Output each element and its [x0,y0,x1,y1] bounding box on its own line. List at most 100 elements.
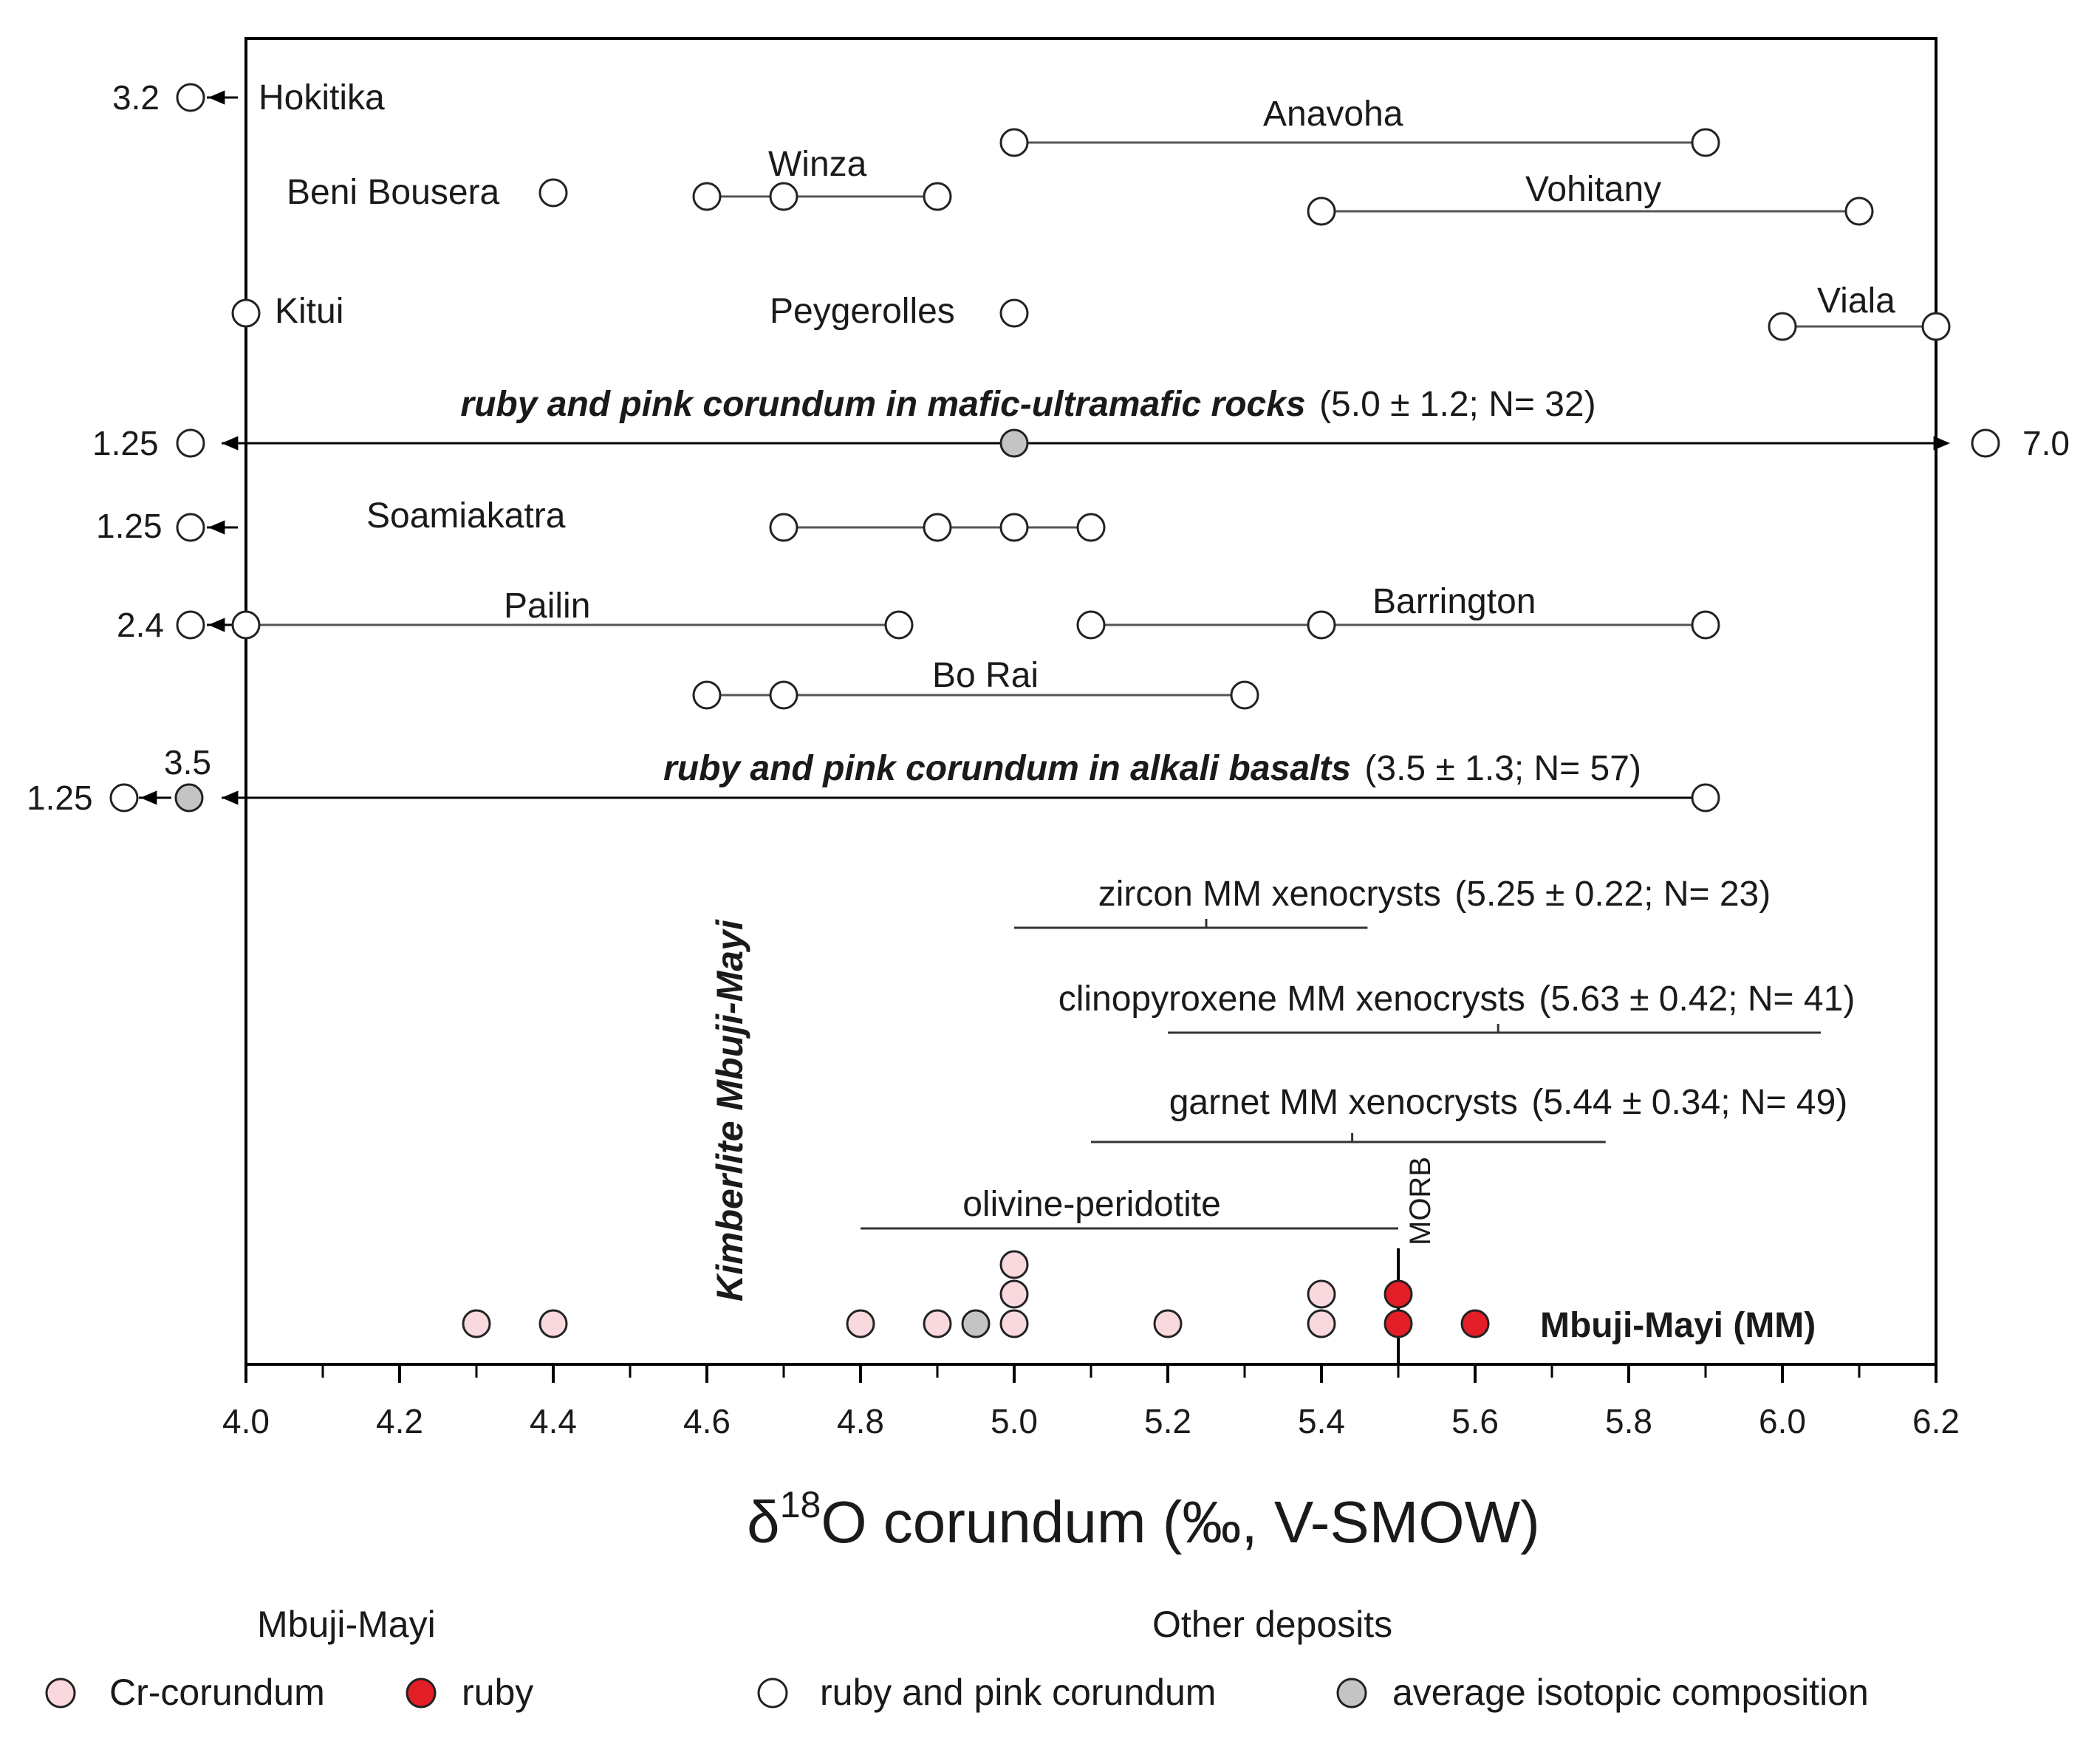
alkali-max-point [1691,783,1720,813]
point-kitui-0 [231,298,261,328]
mm-cr-corundum-5 [999,1279,1029,1309]
garnet-label: garnet MM xenocrysts (5.44 ± 0.34; N= 49… [1169,1083,1848,1122]
mafic-min-point [176,428,205,458]
point-anavoha-0 [999,128,1029,157]
mm-cr-corundum-3 [923,1309,952,1338]
deposit-label-beni-bousera: Beni Bousera [287,173,499,212]
point-anavoha-1 [1691,128,1720,157]
legend-ruby-text: ruby [462,1672,533,1713]
legend: Mbuji-Mayi Cr-corundum ruby Other deposi… [45,1604,1869,1713]
point-pailin-1 [884,610,914,640]
offscale-label-pailin: 2.4 [117,606,164,644]
mm-ruby-1 [1384,1279,1413,1309]
point-hokitika-offscale [176,83,205,112]
deposit-label-vohitany: Vohitany [1525,170,1661,209]
deposit-label-peygerolles: Peygerolles [770,292,955,331]
mm-cr-corundum-4 [999,1309,1029,1338]
point-bo-rai-2 [1230,680,1259,710]
x-tick-label-2: 4.4 [530,1402,577,1440]
offscale-label-soamiakatra: 1.25 [96,507,163,545]
alkali-min-point [109,783,139,813]
alkali-group-name: ruby and pink corundum in alkali basalts [663,749,1351,788]
x-tick-label-10: 6.0 [1759,1402,1806,1440]
mm-cr-corundum-2 [846,1309,875,1338]
point-soamiakatra-offscale [176,513,205,542]
point-viala-0 [1768,312,1797,341]
legend-open-text: ruby and pink corundum [820,1672,1216,1713]
garnet-stats: (5.44 ± 0.34; N= 49) [1531,1083,1847,1122]
x-tick-label-9: 5.8 [1605,1402,1652,1440]
point-winza-1 [769,182,798,211]
legend-cr-corundum-marker [45,1678,76,1709]
alkali-arrow-left [222,790,239,805]
offscale-label-hokitika: 3.2 [112,78,160,117]
deposit-label-viala: Viala [1817,281,1895,321]
point-pailin-0 [231,610,261,640]
x-axis-title-superscript: 18 [780,1484,821,1525]
point-soamiakatra-1 [923,513,952,542]
legend-open-marker [757,1678,788,1709]
plot-frame [244,37,1937,1366]
deposit-label-anavoha: Anavoha [1263,95,1403,134]
legend-cr-corundum-text: Cr-corundum [109,1672,325,1713]
mafic-group-stats: (5.0 ± 1.2; N= 32) [1319,385,1596,424]
mafic-group-label: ruby and pink corundum in mafic-ultramaf… [460,385,1595,424]
zircon-label: zircon MM xenocrysts (5.25 ± 0.22; N= 23… [1098,875,1771,914]
mm-cr-corundum-8 [1307,1309,1336,1338]
mafic-max-point [1971,428,2000,458]
mm-cr-corundum-6 [999,1250,1029,1279]
point-vohitany-1 [1844,196,1874,226]
mafic-mean-point [999,428,1029,458]
x-tick-label-0: 4.0 [222,1402,270,1440]
point-barrington-1 [1307,610,1336,640]
legend-average-marker [1336,1678,1367,1709]
kimberlite-label: Kimberlite Mbuji-Mayi [709,919,750,1302]
zircon-name: zircon MM xenocrysts [1098,875,1441,914]
clinopyroxene-name: clinopyroxene MM xenocrysts [1058,979,1525,1019]
clinopyroxene-label: clinopyroxene MM xenocrysts (5.63 ± 0.42… [1058,979,1856,1019]
alkali-offscale-arrow [140,790,157,805]
x-tick-label-6: 5.2 [1144,1402,1191,1440]
point-pailin-offscale [176,610,205,640]
point-bo-rai-1 [769,680,798,710]
mm-cr-corundum-0 [462,1309,491,1338]
point-bo-rai-0 [692,680,722,710]
clinopyroxene-stats: (5.63 ± 0.42; N= 41) [1539,979,1855,1019]
alkali-mean-point [174,783,204,813]
mafic-arrow-left [222,436,239,451]
point-peygerolles-0 [999,298,1029,328]
zircon-stats: (5.25 ± 0.22; N= 23) [1454,875,1771,914]
x-axis-title-rest: O corundum (‰, V-SMOW) [821,1489,1539,1555]
offscale-arrow-hokitika [208,90,225,105]
deposit-label-pailin: Pailin [504,587,590,626]
legend-ruby-marker [406,1678,437,1709]
legend-average-text: average isotopic composition [1392,1672,1869,1713]
x-tick-label-3: 4.6 [683,1402,731,1440]
deposit-label-hokitika: Hokitika [259,78,385,117]
point-barrington-2 [1691,610,1720,640]
legend-other-title: Other deposits [1152,1604,1392,1645]
offscale-label-alkali-min: 1.25 [27,779,93,817]
point-beni-bousera-0 [538,178,568,208]
morb-label: MORB [1404,1157,1437,1245]
deposit-label-bo-rai: Bo Rai [932,656,1039,695]
point-barrington-0 [1076,610,1106,640]
point-winza-0 [692,182,722,211]
x-tick-label-8: 5.6 [1451,1402,1499,1440]
deposit-label-soamiakatra: Soamiakatra [366,496,566,536]
legend-mm-title: Mbuji-Mayi [257,1604,436,1645]
data-points [109,83,2000,1338]
mbuji-mayi-label: Mbuji-Mayi (MM) [1540,1306,1816,1345]
mm-cr-corundum-9 [1307,1279,1336,1309]
mm-cr-corundum-1 [538,1309,568,1338]
offscale-label-alkali-mean: 3.5 [164,743,211,782]
x-tick-label-4: 4.8 [837,1402,884,1440]
mm-ruby-0 [1384,1309,1413,1338]
mm-cr-corundum-7 [1153,1309,1183,1338]
x-tick-label-7: 5.4 [1298,1402,1345,1440]
point-vohitany-0 [1307,196,1336,226]
point-soamiakatra-2 [999,513,1029,542]
offscale-label-mafic-max: 7.0 [2022,424,2070,462]
x-axis-ticks: 4.0 4.2 4.4 4.6 4.8 5.0 5.2 5.4 5.6 5.8 6.0 6.2 [222,1364,1960,1440]
offscale-arrow-pailin [208,618,225,632]
